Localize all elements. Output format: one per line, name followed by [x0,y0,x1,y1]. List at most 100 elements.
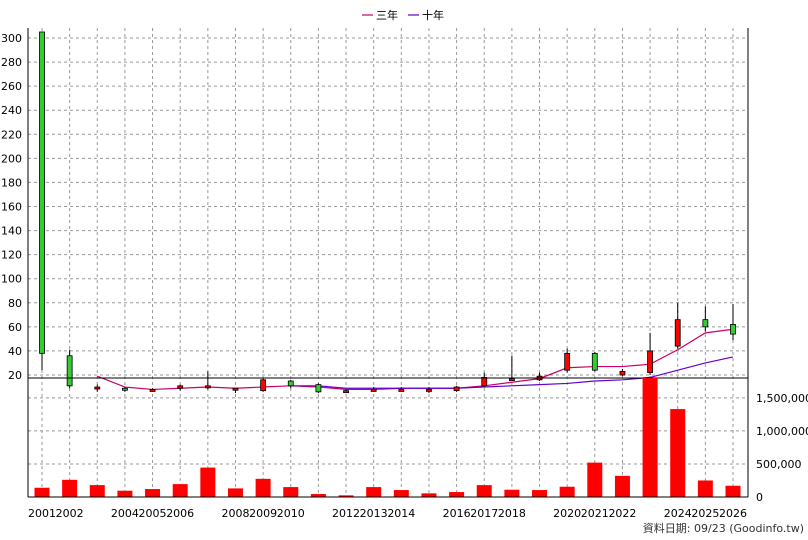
candle-body [370,389,377,392]
candle-body [702,319,709,328]
candle-body [204,385,211,389]
volume-bar [200,467,216,497]
x-tick-label: 2016 [443,507,471,520]
x-tick-label: 2001 [28,507,56,520]
price-tick-label: 260 [1,80,22,93]
x-tick-label: 2021 [581,507,609,520]
volume-bar [283,487,299,497]
volume-bar [587,462,603,497]
volume-bar [172,484,188,497]
price-tick-label: 60 [8,321,22,334]
x-tick-label: 2006 [166,507,194,520]
volume-y-axis: 0 500,000 1,000,000 1,500,000 [756,392,808,504]
x-tick-label: 2025 [691,507,719,520]
volume-bars [34,378,741,497]
volume-tick-label: 1,500,000 [756,392,808,405]
price-tick-label: 20 [8,369,22,382]
price-tick-label: 160 [1,201,22,214]
volume-bar [559,486,575,497]
price-panel: 20 40 60 80 100 120 140 160 180 200 220 240 260 280 30… [1,28,748,497]
price-grid [28,28,748,497]
volume-bar [62,479,78,497]
volume-bar [504,489,520,497]
x-tick-label: 2008 [221,507,249,520]
candle-body [426,389,432,392]
candle-body [647,350,653,373]
volume-bar [145,489,161,497]
candle-body [619,370,626,376]
candle-body [260,379,267,392]
x-tick-label: 2004 [111,507,139,520]
volume-bar [338,495,354,497]
candle-body [591,352,598,371]
price-tick-label: 200 [1,152,22,165]
volume-bar [255,478,271,497]
price-tick-label: 140 [1,225,22,238]
price-y-axis: 20 40 60 80 100 120 140 160 180 200 220 240 260 280 30… [1,32,22,382]
candle-body [730,324,736,335]
candle-body [674,319,681,347]
x-tick-label: 2010 [277,507,305,520]
legend: 三年 十年 [362,8,444,22]
volume-bar [393,490,409,497]
ma-line-十年 [290,356,734,389]
candle-body [343,390,349,394]
x-tick-label: 2026 [719,507,747,520]
x-tick-label: 2024 [664,507,692,520]
legend-label-10yr: 十年 [422,8,444,22]
volume-bar [725,485,741,497]
x-tick-label: 2009 [249,507,277,520]
price-tick-label: 40 [8,345,22,358]
price-tick-label: 80 [8,297,22,310]
price-tick-label: 100 [1,273,22,286]
ma-line-三年 [97,328,734,391]
candlesticks [39,31,736,394]
volume-bar [421,493,437,497]
candle-body [481,377,488,387]
candle-body [453,386,460,392]
candle-body [177,385,184,389]
x-tick-label: 2014 [387,507,415,520]
x-tick-label: 2018 [498,507,526,520]
x-tick-label: 2013 [360,507,388,520]
candle-body [315,384,322,393]
candle-body [39,31,45,354]
volume-bar [117,490,133,497]
volume-bar [227,488,243,497]
x-tick-label: 2017 [470,507,498,520]
candle-body [398,389,405,392]
price-tick-label: 220 [1,128,22,141]
volume-bar [670,409,686,497]
source-note: 資料日期: 09/23 (Goodinfo.tw) [643,521,804,535]
volume-bar [614,475,630,497]
price-tick-label: 280 [1,56,22,69]
volume-bar [476,485,492,497]
candle-body [149,389,156,392]
x-axis-labels: 2001 2002 2004 2005 2006 2008 2009 2010 2012 2013… [28,507,747,520]
volume-bar [310,494,326,497]
candle-body [94,386,101,390]
price-tick-label: 300 [1,32,22,45]
x-tick-label: 2012 [332,507,360,520]
x-tick-label: 2005 [139,507,167,520]
legend-label-3yr: 三年 [376,8,398,22]
volume-bar [34,487,50,497]
volume-bar [366,487,382,497]
volume-bar [532,490,548,497]
candle-body [66,355,73,387]
x-tick-label: 2020 [553,507,581,520]
volume-bar [697,480,713,497]
x-tick-label: 2002 [56,507,84,520]
moving-average-lines [97,328,734,391]
volume-panel: 0 500,000 1,000,000 1,500,000 [28,377,808,504]
x-tick-label: 2022 [608,507,636,520]
price-tick-label: 120 [1,249,22,262]
candle-body [122,387,128,391]
volume-tick-label: 1,000,000 [756,425,808,438]
price-tick-label: 180 [1,176,22,189]
volume-bar [89,485,105,497]
candle-body [564,352,571,371]
volume-tick-label: 500,000 [756,458,802,471]
candle-body [287,380,294,387]
